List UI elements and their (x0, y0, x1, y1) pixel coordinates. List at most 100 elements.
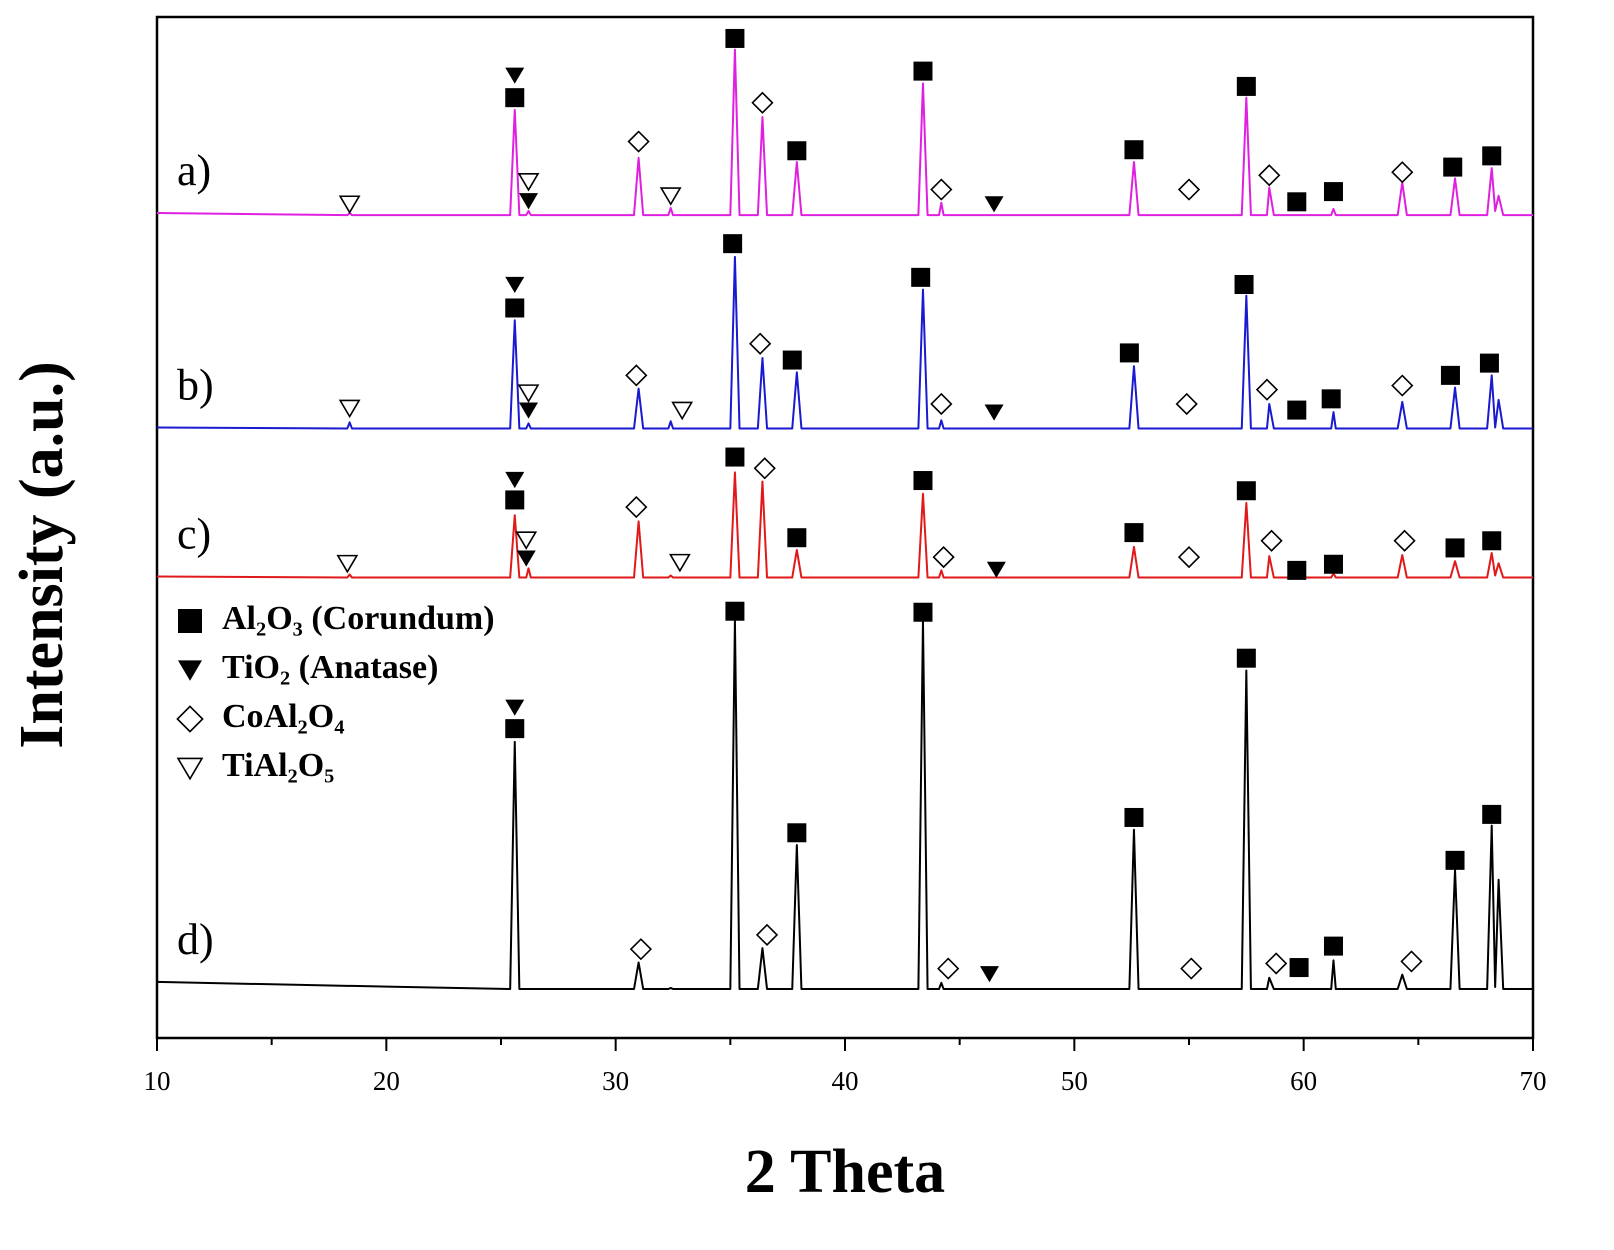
legend-label: TiO₂ (Anatase) (222, 649, 438, 686)
series-line (156, 619, 1533, 990)
marker-square (1323, 936, 1343, 956)
marker-diamond (627, 130, 650, 153)
plot-frame (155, 15, 1535, 1040)
series-line (156, 471, 1533, 579)
marker-square (1321, 389, 1341, 409)
series-label: d) (177, 915, 214, 964)
marker-square (725, 28, 745, 48)
marker-square (1124, 140, 1144, 160)
marker-triangle-open (668, 553, 691, 573)
marker-square (178, 609, 202, 633)
x-tick-label: 50 (1061, 1066, 1088, 1096)
marker-square (782, 350, 802, 370)
series-label: c) (177, 510, 211, 559)
marker-diamond (1265, 952, 1288, 975)
x-tick-label: 20 (373, 1066, 400, 1096)
marker-diamond (625, 495, 648, 519)
marker-triangle-open (336, 554, 359, 574)
marker-diamond (1258, 164, 1281, 187)
marker-diamond (753, 457, 776, 480)
marker-square (913, 61, 933, 81)
marker-square (913, 602, 933, 622)
marker-triangle-open (176, 757, 204, 781)
marker-diamond (629, 938, 652, 961)
marker-diamond (930, 178, 953, 201)
marker-diamond (1180, 957, 1203, 980)
marker-square (1119, 343, 1139, 363)
marker-square (1440, 365, 1460, 385)
marker-square (1124, 807, 1144, 827)
marker-triangle-down (519, 193, 539, 210)
x-tick-label: 10 (144, 1066, 171, 1096)
marker-diamond (751, 91, 774, 114)
marker-square (913, 471, 933, 491)
marker-square (505, 298, 525, 318)
marker-triangle-open (671, 401, 694, 421)
marker-square (1287, 192, 1307, 212)
marker-square (1482, 146, 1502, 166)
marker-diamond (755, 923, 779, 946)
marker-diamond (937, 957, 960, 980)
marker-triangle-down (505, 276, 525, 294)
marker-triangle-down (505, 67, 525, 84)
marker-diamond (1177, 178, 1201, 201)
x-tick-label: 60 (1290, 1066, 1317, 1096)
marker-square (1445, 850, 1465, 870)
marker-square (505, 719, 525, 739)
marker-square (1234, 275, 1254, 295)
marker-diamond (1393, 529, 1416, 552)
marker-square (1124, 523, 1144, 543)
marker-diamond (176, 705, 204, 733)
x-tick-label: 70 (1520, 1066, 1547, 1096)
legend-label: TiAl₂O₅ (222, 747, 334, 784)
marker-triangle-open (338, 399, 361, 419)
marker-triangle-open (659, 187, 682, 206)
marker-diamond (1175, 392, 1198, 416)
y-axis-title: Intensity (a.u.) (8, 361, 76, 749)
marker-square (1236, 76, 1256, 96)
marker-square (787, 823, 807, 843)
marker-diamond (1260, 529, 1283, 552)
marker-triangle-open (515, 531, 538, 550)
marker-triangle-down (979, 966, 999, 983)
marker-square (505, 88, 525, 108)
marker-square (1236, 648, 1256, 668)
series-label: a) (177, 146, 211, 195)
marker-square (1479, 353, 1499, 373)
marker-triangle-down (984, 196, 1004, 213)
marker-square (1287, 560, 1307, 580)
marker-diamond (932, 546, 955, 569)
marker-diamond (1177, 546, 1201, 569)
marker-triangle-down (505, 471, 525, 489)
marker-square (723, 234, 743, 254)
marker-square (911, 267, 931, 287)
marker-square (787, 528, 807, 548)
marker-square (1289, 958, 1309, 978)
legend-label: CoAl₂O₄ (222, 698, 344, 735)
series-line (156, 48, 1533, 217)
marker-triangle-open (338, 195, 361, 214)
marker-triangle-down (519, 402, 539, 419)
marker-square (1482, 531, 1502, 551)
marker-diamond (1391, 161, 1414, 184)
marker-square (1287, 400, 1307, 420)
marker-triangle-down (984, 404, 1004, 421)
marker-diamond (930, 392, 953, 416)
marker-square (1482, 804, 1502, 824)
marker-triangle-open (517, 172, 540, 192)
marker-square (1445, 538, 1465, 558)
marker-triangle-down (505, 699, 525, 716)
x-tick-label: 40 (832, 1066, 859, 1096)
marker-square (505, 490, 525, 510)
series-line (156, 255, 1533, 430)
marker-square (1323, 554, 1343, 574)
x-tick-label: 30 (602, 1066, 629, 1096)
marker-triangle-down (178, 660, 202, 681)
series-label: b) (177, 361, 214, 410)
marker-triangle-down (516, 550, 536, 567)
marker-diamond (1255, 378, 1279, 401)
marker-triangle-open (517, 384, 540, 403)
x-axis-title: 2 Theta (745, 1138, 945, 1206)
marker-square (787, 141, 807, 161)
marker-diamond (1391, 374, 1414, 397)
